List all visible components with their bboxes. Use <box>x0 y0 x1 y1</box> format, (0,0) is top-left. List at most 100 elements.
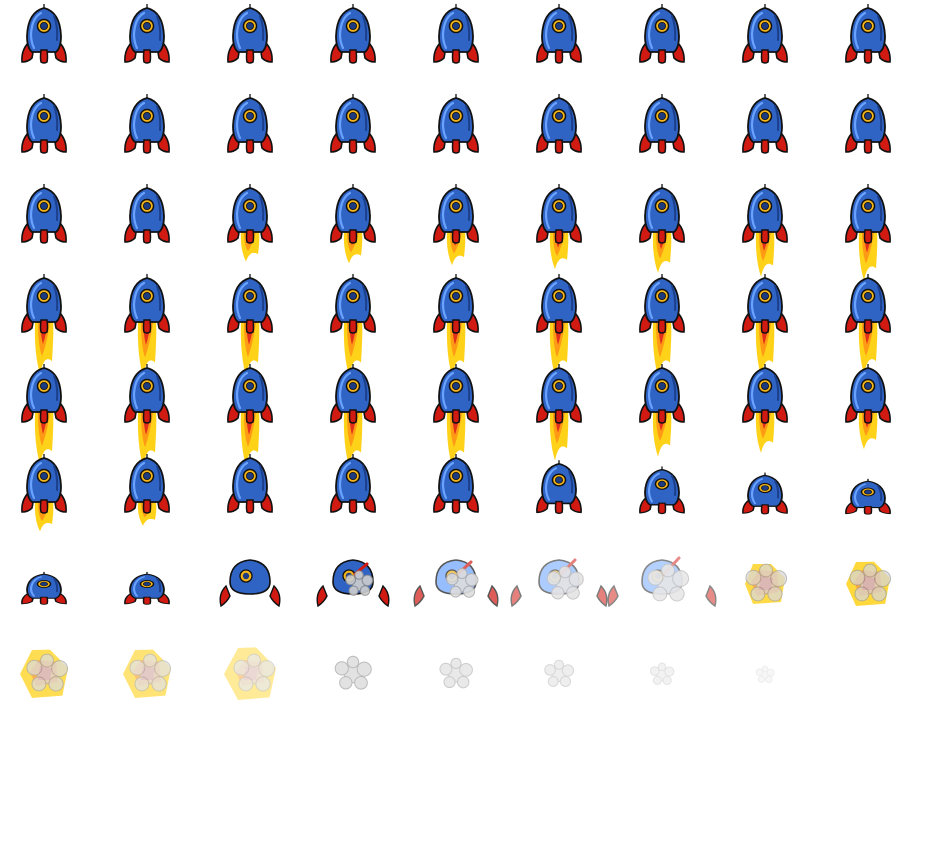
rocket <box>845 184 891 281</box>
sprite-frame-art <box>439 657 473 689</box>
body-highlight <box>544 467 558 501</box>
center-fin <box>863 229 873 244</box>
center-fin <box>760 139 770 154</box>
body-highlight <box>132 281 146 320</box>
sprite-frame-art <box>433 94 479 154</box>
rocket <box>845 4 891 64</box>
rocket <box>330 364 376 467</box>
body-shade <box>774 375 780 401</box>
body-shade <box>465 285 471 311</box>
rocket <box>433 94 479 154</box>
porthole-glass <box>658 111 667 120</box>
left-fin-debris <box>219 584 231 608</box>
body-highlight <box>441 11 455 50</box>
sprite-frame <box>818 270 918 375</box>
body-highlight <box>647 191 661 230</box>
center-fin <box>451 49 461 64</box>
sprite-frame-art <box>536 4 582 64</box>
sprite-frame <box>97 180 197 270</box>
rocket <box>21 364 67 465</box>
porthole-glass <box>658 201 667 210</box>
sprite-frame <box>509 360 609 461</box>
center-fin <box>760 49 770 64</box>
porthole-glass <box>349 381 358 390</box>
body-highlight <box>235 11 249 50</box>
center-fin <box>245 499 255 514</box>
body-highlight <box>338 371 352 410</box>
fireball-inner <box>244 666 258 680</box>
rocket <box>742 364 788 453</box>
body-highlight <box>132 101 146 140</box>
body-shade <box>568 375 574 401</box>
center-fin <box>348 409 358 424</box>
body-highlight <box>750 281 764 320</box>
sprite-frame-art <box>20 649 69 698</box>
smoke-puff <box>544 659 575 688</box>
sprite-frame <box>0 630 94 720</box>
sprite-frame <box>406 360 506 467</box>
center-fin <box>348 139 358 154</box>
sprite-frame <box>612 90 712 180</box>
sprite-frame <box>509 450 609 540</box>
smoke-cloud <box>26 653 69 692</box>
sprite-frame-art <box>536 364 582 461</box>
porthole-glass <box>349 291 358 300</box>
body-highlight <box>853 191 867 230</box>
porthole-glass <box>143 111 152 120</box>
center-fin <box>39 49 49 64</box>
sprite-frame <box>303 270 403 377</box>
porthole-glass <box>349 471 358 480</box>
porthole-glass <box>654 572 662 580</box>
center-fin <box>657 502 667 515</box>
body-highlight <box>338 11 352 50</box>
porthole-glass <box>864 489 873 495</box>
porthole-glass <box>555 381 564 390</box>
porthole-glass <box>143 291 152 300</box>
sprite-frame <box>97 630 197 720</box>
center-fin-debris <box>662 556 681 576</box>
body-highlight <box>544 371 558 410</box>
body-shade <box>362 15 368 41</box>
smoke-puff <box>647 563 690 602</box>
body-highlight <box>235 281 249 320</box>
center-fin <box>245 139 255 154</box>
center-fin <box>142 49 152 64</box>
sprite-frame <box>97 450 197 540</box>
porthole-glass <box>761 201 770 210</box>
body-shade <box>465 15 471 41</box>
sprite-frame-art <box>649 662 675 686</box>
sprite-frame-art <box>510 558 608 608</box>
rocket <box>639 274 685 377</box>
sprite-frame-art <box>124 94 170 154</box>
body-shade <box>877 285 883 311</box>
body-highlight <box>647 11 661 50</box>
center-fin <box>142 139 152 154</box>
porthole-glass <box>246 471 255 480</box>
center-fin <box>348 499 358 514</box>
body-shade <box>671 375 677 401</box>
porthole-glass <box>349 201 358 210</box>
sprite-frame-art <box>330 454 376 514</box>
sprite-frame <box>612 180 712 273</box>
body-shade <box>362 375 368 401</box>
center-fin <box>554 49 564 64</box>
porthole-glass <box>864 381 873 390</box>
body-highlight <box>235 461 249 500</box>
center-fin <box>451 319 461 334</box>
porthole-glass <box>143 471 152 480</box>
smoke-cloud <box>745 563 788 602</box>
sprite-frame-art <box>124 184 170 244</box>
sprite-frame-art <box>639 466 685 515</box>
body-shade <box>671 195 677 221</box>
center-fin <box>657 49 667 64</box>
body-shade <box>259 195 265 221</box>
sprite-frame-art <box>544 659 575 688</box>
center-fin <box>760 319 770 334</box>
porthole-glass <box>452 111 461 120</box>
body-shade <box>259 375 265 401</box>
body-shade <box>156 105 162 131</box>
explosion <box>846 561 892 606</box>
body-shade <box>774 105 780 131</box>
center-fin <box>760 229 770 244</box>
center-fin <box>760 409 770 424</box>
